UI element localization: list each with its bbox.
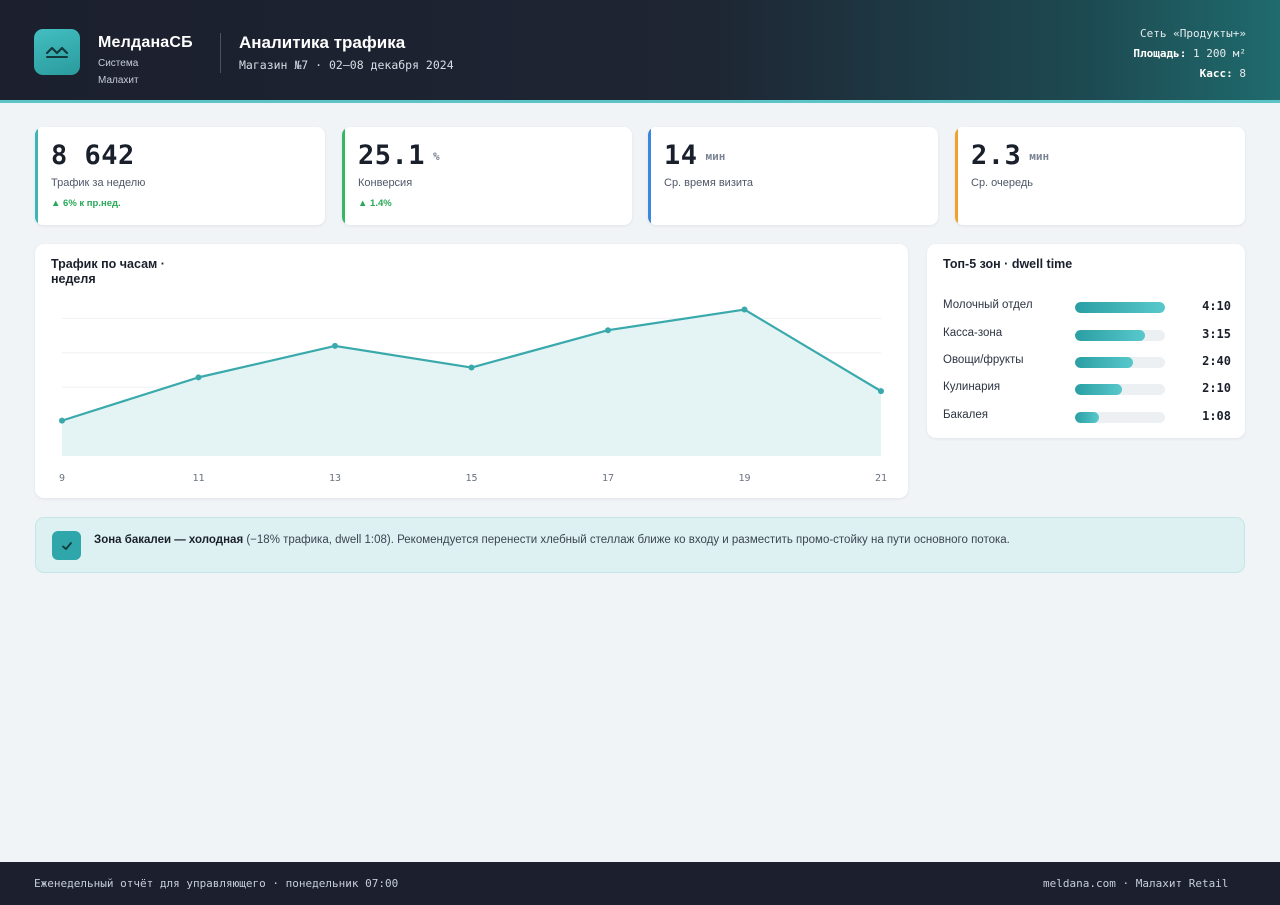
kpi-card-traffic: 8 642 Трафик за неделю ▲ 6% к пр.нед.	[35, 127, 325, 225]
chart-x-tick-label: 15	[465, 473, 477, 484]
footer-report-info: Еженедельный отчёт для управляющего · по…	[34, 877, 399, 890]
registers-value: 8	[1239, 67, 1246, 80]
chart-point	[195, 374, 202, 381]
zone-time: 4:10	[1202, 299, 1231, 313]
chart-x-tick-label: 13	[329, 473, 341, 484]
zone-label: Молочный отдел	[943, 299, 1033, 311]
kpi-label: Ср. время визита	[664, 177, 754, 189]
kpi-label: Ср. очередь	[971, 177, 1034, 189]
chart-area	[62, 309, 881, 456]
brand-name: МелданаСБ	[98, 34, 193, 51]
page-title: Аналитика трафика	[239, 33, 406, 52]
recommendation-body: (−18% трафика, dwell 1:08). Рекомендуетс…	[243, 534, 1010, 546]
chart-point	[59, 417, 65, 424]
zone-time: 3:15	[1202, 327, 1231, 341]
store-area: Площадь: 1 200 м²	[1086, 44, 1246, 64]
page-title-block: Аналитика трафика Магазин №7 · 02–08 дек…	[239, 33, 454, 72]
store-meta: Сеть «Продукты+» Площадь: 1 200 м² Касс:…	[1086, 24, 1246, 84]
kpi-value: 2.3	[971, 140, 1022, 171]
zone-time: 1:08	[1202, 409, 1231, 423]
kpi-value: 8 642	[51, 140, 135, 171]
recommendation-banner: Зона бакалеи — холодная (−18% трафика, d…	[35, 517, 1245, 573]
chart-point	[468, 364, 475, 371]
zone-row: Молочный отдел 4:10	[943, 299, 1231, 315]
kpi-card-conversion: 25.1% Конверсия ▲ 1.4%	[342, 127, 632, 225]
footer: Еженедельный отчёт для управляющего · по…	[0, 862, 1280, 905]
traffic-chart-title: Трафик по часам · неделя	[51, 257, 165, 286]
zone-bar-track	[1075, 412, 1165, 423]
chart-point	[332, 342, 338, 349]
zone-bar-track	[1075, 302, 1165, 313]
zone-label: Бакалея	[943, 409, 988, 421]
chart-point	[741, 306, 748, 313]
traffic-chart: 9 11 13 15 17 19 21	[59, 306, 887, 484]
traffic-chart-panel: Трафик по часам · неделя 9 11 13 15 17 19 21	[35, 244, 908, 498]
kpi-delta: ▲ 6% к пр.нед.	[51, 198, 121, 209]
zone-row: Овощи/фрукты 2:40	[943, 354, 1231, 370]
chart-x-tick-label: 11	[192, 473, 204, 484]
zone-bar-fill	[1075, 412, 1100, 423]
kpi-unit: %	[433, 150, 440, 163]
kpi-card-queue: 2.3 мин Ср. очередь	[955, 127, 1245, 225]
chart-point	[878, 388, 884, 395]
zone-row: Кулинария 2:10	[943, 381, 1231, 397]
kpi-label: Конверсия	[358, 177, 413, 189]
zone-bar-track	[1075, 330, 1165, 341]
area-value: 1 200 м²	[1193, 47, 1246, 60]
kpi-unit: мин	[1029, 150, 1050, 163]
chart-x-tick-label: 17	[602, 473, 614, 484]
recommendation-text: Зона бакалеи — холодная (−18% трафика, d…	[94, 531, 1094, 549]
chart-point	[605, 327, 611, 334]
zone-label: Касса-зона	[943, 327, 1003, 339]
kpi-card-visit-time: 14 мин Ср. время визита	[648, 127, 938, 225]
zone-bar-track	[1075, 384, 1165, 395]
zone-label: Кулинария	[943, 381, 1001, 393]
kpi-unit: мин	[705, 150, 726, 163]
kpi-value: 25.1	[358, 140, 426, 171]
kpi-delta: ▲ 1.4%	[358, 198, 392, 209]
kpi-value: 14	[664, 140, 698, 171]
recommendation-highlight: Зона бакалеи — холодная	[94, 534, 244, 546]
zone-bar-track	[1075, 357, 1165, 368]
chart-x-tick-label: 21	[875, 473, 887, 484]
zones-title: Топ-5 зон · dwell time	[943, 257, 1073, 271]
kpi-label: Трафик за неделю	[51, 177, 146, 189]
chart-x-tick-label: 19	[738, 473, 750, 484]
check-icon	[52, 531, 81, 560]
zones-panel: Топ-5 зон · dwell time Молочный отдел 4:…	[927, 244, 1245, 438]
brand-subtitle: Система Малахит	[98, 58, 139, 86]
zone-row: Касса-зона 3:15	[943, 327, 1231, 343]
zone-time: 2:10	[1202, 381, 1231, 395]
brand-logo	[34, 29, 80, 75]
page-subtitle: Магазин №7 · 02–08 декабря 2024	[239, 58, 454, 72]
zone-bar-fill	[1075, 330, 1146, 341]
zone-time: 2:40	[1202, 354, 1231, 368]
zone-row: Бакалея 1:08	[943, 409, 1231, 425]
zone-label: Овощи/фрукты	[943, 354, 1024, 366]
chart-x-tick-label: 9	[59, 473, 65, 484]
footer-site: meldana.com · Малахит Retail	[1043, 877, 1229, 890]
wave-icon	[45, 46, 69, 58]
network-name: Сеть «Продукты+»	[1140, 27, 1246, 40]
zone-bar-fill	[1075, 384, 1122, 395]
zone-bar-fill	[1075, 357, 1133, 368]
zone-bar-fill	[1075, 302, 1165, 313]
area-label: Площадь:	[1133, 47, 1187, 60]
brand: МелданаСБ Система Малахит	[98, 34, 193, 89]
store-registers: Касс: 8	[1086, 64, 1246, 84]
header-divider	[220, 33, 221, 73]
header: МелданаСБ Система Малахит Аналитика траф…	[0, 0, 1280, 103]
registers-label: Касс:	[1199, 67, 1233, 80]
